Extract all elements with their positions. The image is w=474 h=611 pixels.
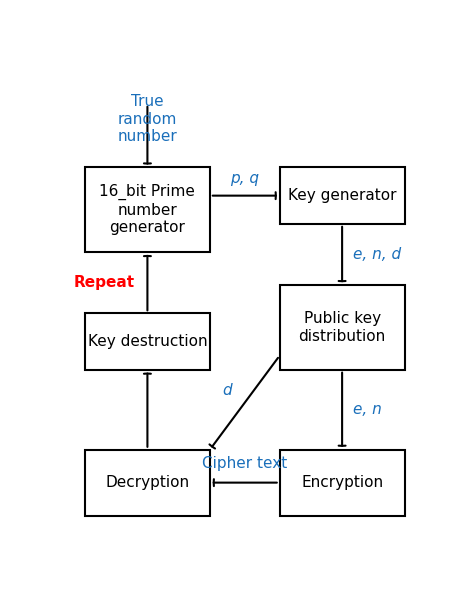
Text: Cipher text: Cipher text — [202, 456, 287, 471]
Text: Key generator: Key generator — [288, 188, 396, 203]
Text: True
random
number: True random number — [118, 95, 177, 144]
FancyBboxPatch shape — [280, 285, 405, 370]
Text: Repeat: Repeat — [74, 275, 135, 290]
FancyBboxPatch shape — [85, 450, 210, 516]
FancyBboxPatch shape — [85, 313, 210, 370]
FancyBboxPatch shape — [85, 167, 210, 252]
Text: Public key
distribution: Public key distribution — [299, 311, 386, 343]
Text: e, n, d: e, n, d — [353, 247, 401, 262]
Text: 16_bit Prime
number
generator: 16_bit Prime number generator — [100, 185, 195, 235]
Text: e, n: e, n — [353, 402, 382, 417]
Text: p, q: p, q — [230, 171, 259, 186]
Text: d: d — [222, 383, 232, 398]
Text: Encryption: Encryption — [301, 475, 383, 490]
Text: Decryption: Decryption — [105, 475, 190, 490]
Text: Key destruction: Key destruction — [88, 334, 207, 349]
FancyBboxPatch shape — [280, 167, 405, 224]
FancyBboxPatch shape — [280, 450, 405, 516]
